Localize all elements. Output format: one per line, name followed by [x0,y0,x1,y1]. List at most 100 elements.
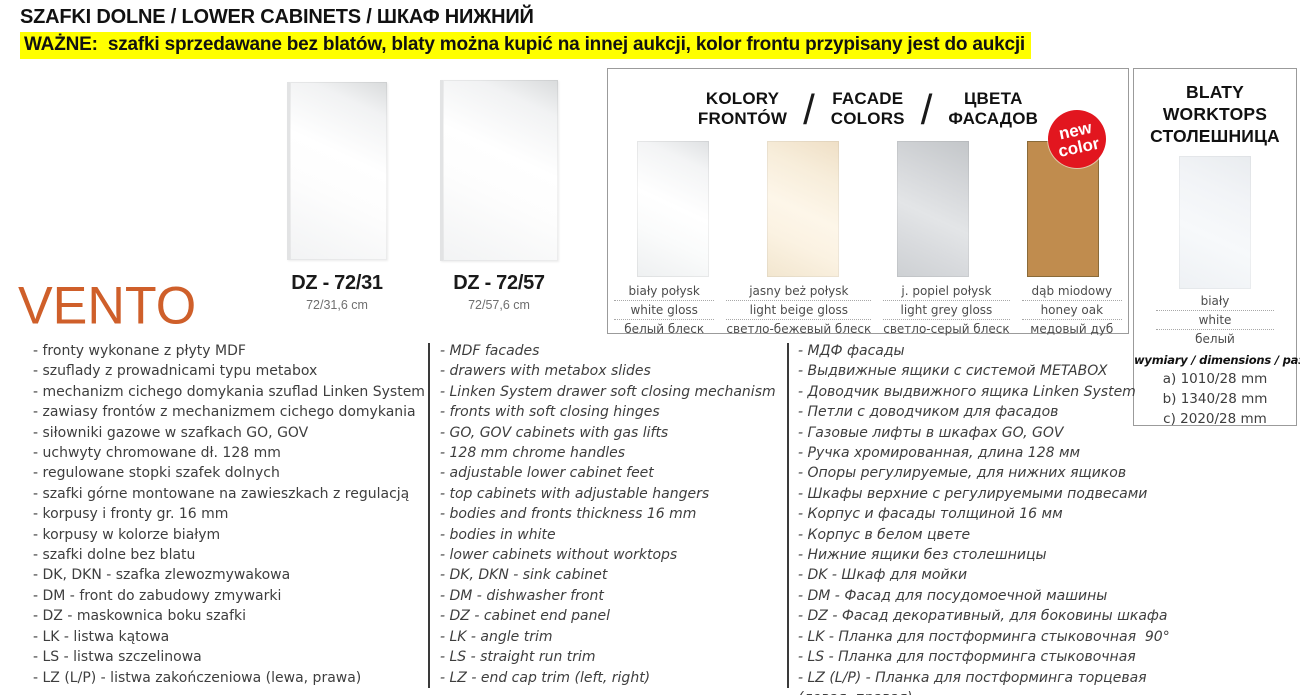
feature-item: - korpusy i fronty gr. 16 mm [33,506,229,523]
column-divider [428,343,430,688]
feature-item: - szuflady z prowadnicami typu metabox [33,363,318,380]
feature-item: - Linken System drawer soft closing mech… [440,383,776,400]
swatch-name-pl: dąb miodowy [1021,282,1123,301]
feature-item: - LS - listwa szczelinowa [33,649,202,666]
worktop-color-pl: biały [1156,292,1274,311]
product-code: DZ - 72/57 [453,272,545,294]
feature-item: - zawiasy frontów z mechanizmem cichego … [33,404,416,421]
feature-item: - Опоры регулируемые, для нижних ящиков [798,465,1127,482]
product-label-dz-72-57: DZ - 72/57 72/57,6 cm [429,272,569,312]
swatch-name-pl: biały połysk [614,282,715,301]
vento-logo: VENTO [18,276,197,336]
feature-item: - bodies and fronts thickness 16 mm [440,506,697,523]
dimension-c: c) 2020/28 mm [1163,411,1267,427]
feature-item: - DZ - Фасад декоративный, для боковины … [798,608,1168,625]
feature-item: - Выдвижные ящики с системой METABOX [798,363,1108,380]
light-beige-gloss-swatch [767,141,839,277]
swatch-name-en: light grey gloss [883,301,1010,320]
dimension-a: a) 1010/28 mm [1162,371,1268,387]
feature-item: - МДФ фасады [798,343,905,359]
slash-separator: / [803,86,815,133]
feature-item: - DK - Шкаф для мойки [798,567,968,584]
swatch-name-ru: светло-бежевый блеск [726,322,872,336]
facade-swatch-labels: biały połysk white gloss белый блеск jas… [608,282,1128,339]
feature-item: - LK - Планка для постформинга стыковочн… [798,628,1170,645]
features-polish: - fronty wykonane z płyty MDF - szuflady… [33,341,425,688]
feature-item: - GO, GOV cabinets with gas lifts [440,424,669,441]
swatch-name-ru: медовый дуб [1030,322,1114,336]
dimensions-list: a) 1010/28 mm b) 1340/28 mm c) 2020/28 m… [1134,369,1296,429]
swatch-name-en: honey oak [1021,301,1123,320]
feature-item: - Корпус в белом цвете [798,526,971,543]
feature-item: - LZ (L/P) - listwa zakończeniowa (lewa,… [33,669,362,686]
feature-item: - DM - Фасад для посудомоечной машины [798,587,1108,604]
swatch-labels-honey-oak: dąb miodowy honey oak медовый дуб [1016,282,1128,339]
facade-title-pl: KOLORY FRONTÓW [697,89,788,128]
feature-item: - 128 mm chrome handles [440,445,626,462]
worktop-white-swatch [1179,156,1251,289]
worktops-title: BLATY WORKTOPS СТОЛЕШНИЦА [1150,82,1280,146]
feature-item: - fronts with soft closing hinges [440,404,660,421]
feature-item: - LZ - end cap trim (left, right) [440,669,651,686]
feature-item: - MDF facades [440,343,540,359]
facade-title-ru: ЦВЕТА ФАСАДОВ [948,89,1039,128]
important-note: WAŻNE: szafki sprzedawane bez blatów, bl… [20,32,1032,59]
feature-item: - Ручка хромированная, длина 128 мм [798,445,1081,462]
product-size: 72/31,6 cm [306,298,368,312]
feature-item: - bodies in white [440,526,556,543]
feature-item: - Газовые лифты в шкафах GO, GOV [798,424,1064,441]
feature-item: - LS - Планка для постформинга стыковочн… [798,649,1136,666]
feature-item: - LK - listwa kątowa [33,628,170,645]
swatch-labels-white-gloss: biały połysk white gloss белый блеск [608,282,720,339]
feature-item: - Корпус и фасады толщиной 16 мм [798,506,1063,523]
feature-item: - LK - angle trim [440,628,553,645]
feature-item: - lower cabinets without worktops [440,547,678,564]
swatch-name-pl: j. popiel połysk [883,282,1010,301]
worktop-color-en: white [1156,311,1274,330]
facade-title-en: FACADE COLORS [830,89,905,128]
product-label-dz-72-31: DZ - 72/31 72/31,6 cm [267,272,407,312]
feature-item: - Петли с доводчиком для фасадов [798,404,1059,421]
feature-item: - szafki dolne bez blatu [33,547,196,564]
product-size: 72/57,6 cm [468,298,530,312]
swatch-labels-light-beige-gloss: jasny beż połysk light beige gloss светл… [720,282,877,339]
feature-item: - szafki górne montowane na zawieszkach … [33,485,410,502]
feature-item: - Доводчик выдвижного ящика Linken Syste… [798,383,1136,400]
feature-item: - Шкафы верхние с регулируемыми подвесам… [798,485,1148,502]
features-russian: - МДФ фасады - Выдвижные ящики с системо… [798,341,1190,695]
page-title: SZAFKI DOLNE / LOWER CABINETS / ШКАФ НИЖ… [20,6,534,28]
feature-item: - uchwyty chromowane dł. 128 mm [33,445,281,462]
facade-colors-header: KOLORY FRONTÓW / FACADE COLORS / ЦВЕТА Ф… [608,69,1128,137]
feature-item: - regulowane stopki szafek dolnych [33,465,280,482]
light-grey-gloss-swatch [897,141,969,277]
facade-colors-panel: KOLORY FRONTÓW / FACADE COLORS / ЦВЕТА Ф… [607,68,1129,336]
cabinet-panel-image-dz-72-57 [440,80,558,261]
feature-item: - korpusy w kolorze białym [33,526,221,543]
feature-item: - top cabinets with adjustable hangers [440,485,710,502]
swatch-name-ru: белый блеск [624,322,705,336]
feature-item: - adjustable lower cabinet feet [440,465,654,482]
dimensions-label: wymiary / dimensions / размеры [1134,353,1300,367]
swatch-name-pl: jasny beż połysk [726,282,872,301]
feature-item: - siłowniki gazowe w szafkach GO, GOV [33,424,309,441]
facade-swatch-row [608,141,1128,279]
feature-item: - DZ - cabinet end panel [440,608,610,625]
feature-item: - Нижние ящики без столешницы [798,547,1047,564]
cabinet-panel-image-dz-72-31 [287,82,387,260]
feature-item: - drawers with metabox slides [440,363,651,380]
swatch-name-en: white gloss [614,301,715,320]
slash-separator: / [920,86,933,133]
dimension-b: b) 1340/28 mm [1162,391,1268,407]
feature-item: - LS - straight run trim [440,649,596,666]
features-english: - MDF facades - drawers with metabox sli… [440,341,784,688]
feature-item: - DK, DKN - sink cabinet [440,567,608,584]
white-gloss-swatch [637,141,709,277]
worktop-color-labels: biały white белый [1134,292,1296,349]
feature-item: - DZ - maskownica boku szafki [33,608,247,625]
product-code: DZ - 72/31 [291,272,383,294]
worktop-color-ru: белый [1195,332,1235,346]
feature-item: - DM - dishwasher front [440,587,604,604]
feature-item: - LZ (L/P) - Планка для постформинга тор… [798,669,1147,695]
swatch-name-ru: светло-серый блеск [883,322,1010,336]
swatch-name-en: light beige gloss [726,301,872,320]
